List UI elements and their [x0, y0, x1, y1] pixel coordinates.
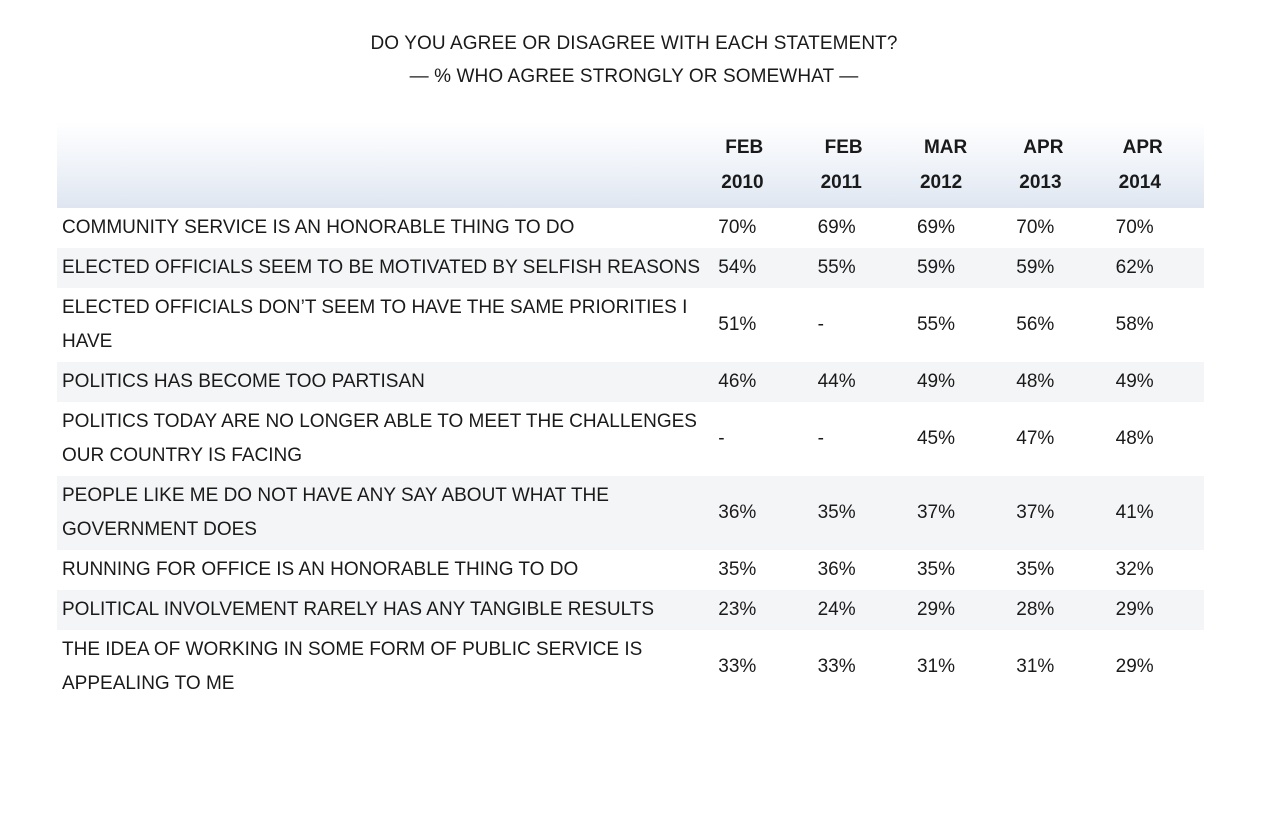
value-cell: 33%	[817, 656, 856, 677]
table-row: PEOPLE LIKE ME DO NOT HAVE ANY SAY ABOUT…	[57, 476, 1204, 550]
statement-text: COMMUNITY SERVICE IS AN HONORABLE THING …	[62, 217, 575, 238]
value-cell: 35%	[1016, 559, 1055, 580]
statement-text: THE IDEA OF WORKING IN SOME FORM OF PUBL…	[62, 639, 643, 694]
column-year: 2012	[919, 172, 963, 193]
value-cell: 33%	[718, 656, 757, 677]
value-cell: 69%	[817, 217, 856, 238]
value-cell: 54%	[718, 257, 757, 278]
column-year: 2010	[721, 172, 764, 193]
column-month: FEB	[824, 137, 863, 158]
value-cell: 29%	[1115, 599, 1154, 620]
value-cell: 48%	[1016, 371, 1055, 392]
value-cell: -	[718, 428, 725, 449]
value-cell: 69%	[916, 217, 955, 238]
survey-table: FEB 2010 FEB 2011 MAR 2012 APR 2013 APR …	[57, 122, 1204, 704]
column-month: FEB	[725, 137, 764, 158]
table-row: COMMUNITY SERVICE IS AN HONORABLE THING …	[57, 208, 1204, 248]
table-row: POLITICS TODAY ARE NO LONGER ABLE TO MEE…	[57, 402, 1204, 476]
value-cell: 70%	[1016, 217, 1055, 238]
value-cell: 31%	[1016, 656, 1055, 677]
table-row: ELECTED OFFICIALS SEEM TO BE MOTIVATED B…	[57, 248, 1204, 288]
column-header-mar-2012: MAR 2012	[906, 122, 1005, 208]
header-row: FEB 2010 FEB 2011 MAR 2012 APR 2013 APR …	[57, 122, 1204, 208]
value-cell: 29%	[1115, 656, 1154, 677]
value-cell: 56%	[1016, 314, 1055, 335]
statement-text: ELECTED OFFICIALS SEEM TO BE MOTIVATED B…	[62, 257, 701, 278]
value-cell: 49%	[1115, 371, 1154, 392]
value-cell: 59%	[916, 257, 955, 278]
value-cell: 23%	[718, 599, 757, 620]
column-header-apr-2013: APR 2013	[1005, 122, 1104, 208]
table-row: THE IDEA OF WORKING IN SOME FORM OF PUBL…	[57, 630, 1204, 704]
value-cell: 36%	[718, 502, 757, 523]
value-cell: 70%	[718, 217, 757, 238]
column-year: 2013	[1019, 172, 1062, 193]
value-cell: 49%	[916, 371, 955, 392]
value-cell: 51%	[718, 314, 757, 335]
column-year: 2014	[1118, 172, 1161, 193]
chart-subtitle: — % WHO AGREE STRONGLY OR SOMEWHAT —	[409, 66, 859, 87]
column-header-feb-2011: FEB 2011	[807, 122, 906, 208]
statement-text: POLITICS HAS BECOME TOO PARTISAN	[62, 371, 425, 392]
value-cell: 44%	[817, 371, 856, 392]
value-cell: 48%	[1115, 428, 1154, 449]
table-row: POLITICS HAS BECOME TOO PARTISAN 46% 44%…	[57, 362, 1204, 402]
value-cell: -	[817, 428, 824, 449]
value-cell: 41%	[1115, 502, 1154, 523]
value-cell: 37%	[916, 502, 955, 523]
column-header-apr-2014: APR 2014	[1105, 122, 1204, 208]
column-header-feb-2010: FEB 2010	[707, 122, 806, 208]
value-cell: 35%	[817, 502, 856, 523]
value-cell: 35%	[718, 559, 757, 580]
column-year: 2011	[820, 172, 862, 193]
column-month: MAR	[923, 137, 968, 158]
value-cell: 29%	[916, 599, 955, 620]
value-cell: 46%	[718, 371, 757, 392]
statement-header	[57, 122, 707, 208]
value-cell: 55%	[916, 314, 955, 335]
value-cell: 45%	[916, 428, 955, 449]
value-cell: -	[817, 314, 824, 335]
value-cell: 31%	[916, 656, 955, 677]
statement-text: RUNNING FOR OFFICE IS AN HONORABLE THING…	[62, 559, 579, 580]
value-cell: 58%	[1115, 314, 1154, 335]
table-row: RUNNING FOR OFFICE IS AN HONORABLE THING…	[57, 550, 1204, 590]
value-cell: 35%	[916, 559, 955, 580]
value-cell: 28%	[1016, 599, 1055, 620]
table-row: ELECTED OFFICIALS DON’T SEEM TO HAVE THE…	[57, 288, 1204, 362]
statement-text: POLITICAL INVOLVEMENT RARELY HAS ANY TAN…	[62, 599, 655, 620]
value-cell: 55%	[817, 257, 856, 278]
value-cell: 62%	[1115, 257, 1154, 278]
value-cell: 37%	[1016, 502, 1055, 523]
value-cell: 36%	[817, 559, 856, 580]
value-cell: 47%	[1016, 428, 1055, 449]
statement-text: POLITICS TODAY ARE NO LONGER ABLE TO MEE…	[62, 411, 697, 466]
value-cell: 70%	[1115, 217, 1154, 238]
value-cell: 59%	[1016, 257, 1055, 278]
value-cell: 32%	[1115, 559, 1154, 580]
column-month: APR	[1023, 137, 1064, 158]
column-month: APR	[1122, 137, 1163, 158]
value-cell: 24%	[817, 599, 856, 620]
statement-text: ELECTED OFFICIALS DON’T SEEM TO HAVE THE…	[62, 297, 688, 352]
chart-title: DO YOU AGREE OR DISAGREE WITH EACH STATE…	[370, 33, 898, 54]
statement-text: PEOPLE LIKE ME DO NOT HAVE ANY SAY ABOUT…	[62, 485, 609, 540]
table-row: POLITICAL INVOLVEMENT RARELY HAS ANY TAN…	[57, 590, 1204, 630]
